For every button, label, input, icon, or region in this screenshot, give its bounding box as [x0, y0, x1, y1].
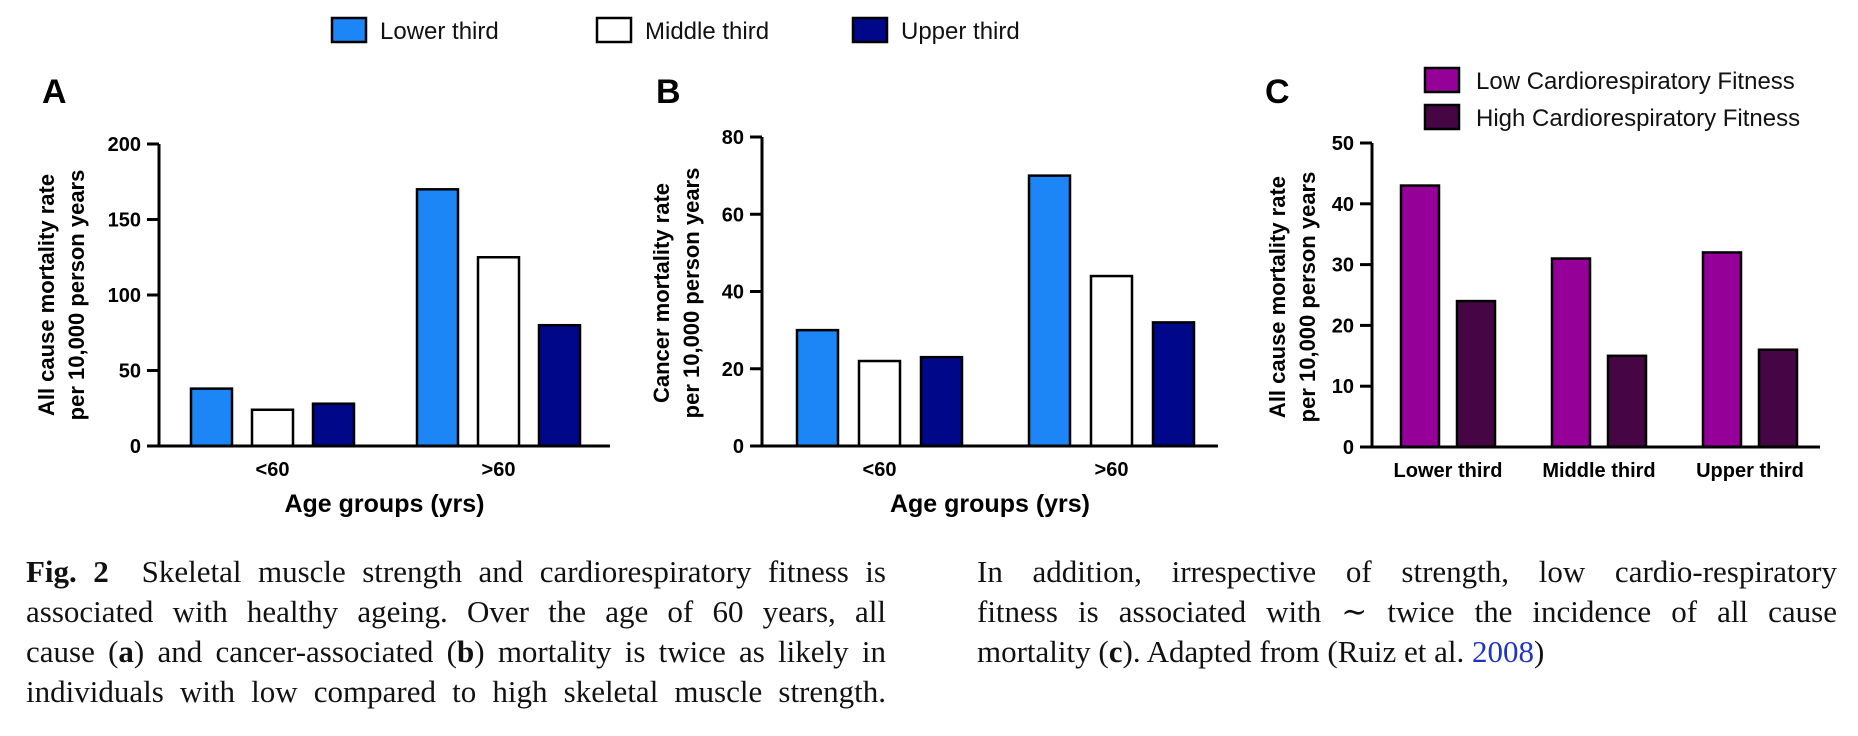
panel-c-xtick-label-1: Lower third [1394, 460, 1503, 482]
caption-text-1: Skeletal muscle strength and cardiorespi… [141, 554, 886, 589]
panel-b-ytick-label-5: 80 [722, 127, 744, 149]
caption-right-column: In addition, irrespective of strength, l… [977, 552, 1837, 672]
panel-b-ytick-label-1: 0 [733, 436, 744, 458]
panel-a-ytick-label-1: 0 [130, 436, 141, 458]
panel-b-letter: B [656, 73, 681, 111]
panel-ref-a: a [118, 634, 134, 669]
legend-label-2: Middle third [645, 18, 769, 45]
legend-label-1: Lower third [380, 18, 499, 45]
caption-line-7: mortality (c). Adapted from (Ruiz et al.… [977, 634, 1545, 669]
caption-line-5: In addition, irrespective of strength, l… [977, 554, 1837, 589]
panel-c-ytick-label-2: 10 [1332, 376, 1354, 398]
panel-c-bar-3-2 [1757, 348, 1799, 449]
panel-b-ylabel-line-2: per 10,000 person years [679, 168, 704, 419]
panel-c-bar-2-1 [1550, 257, 1592, 449]
panel-b-bar-1-1 [795, 328, 840, 448]
panel-a-bar-1-3 [311, 402, 356, 448]
panel-c-xtick-label-3: Upper third [1696, 460, 1804, 482]
panel-b-bar-2-1 [1027, 174, 1072, 448]
panel-c-ylabel-line-1: All cause mortality rate [1265, 176, 1290, 418]
panel-c-ytick-label-1: 0 [1343, 437, 1354, 459]
panel-c-legend-label-2: High Cardiorespiratory Fitness [1476, 105, 1800, 132]
panel-c-legend-swatch-2 [1423, 103, 1461, 131]
panel-c-bar-1-1 [1399, 184, 1441, 449]
caption-line-4: individuals with low compared to high sk… [26, 674, 886, 709]
panel-a-xtick-label-2: >60 [482, 459, 516, 481]
panel-c-bar-2-2 [1606, 354, 1648, 449]
panel-c-letter: C [1265, 73, 1290, 111]
panel-b-xtick-label-1: <60 [863, 459, 897, 481]
panel-c-legend-swatch-1 [1423, 66, 1461, 94]
legend-label-3: Upper third [901, 18, 1020, 45]
panel-c-xtick-label-2: Middle third [1542, 460, 1655, 482]
panel-a-ytick-label-5: 200 [108, 134, 141, 156]
citation-link[interactable]: 2008 [1472, 634, 1535, 669]
panel-a-bar-2-3 [537, 323, 582, 448]
panel-c-ytick-label-4: 30 [1332, 255, 1354, 277]
figure-label: Fig. 2 [26, 554, 109, 589]
panel-a-xlabel: Age groups (yrs) [284, 490, 484, 518]
panel-a-letter: A [42, 73, 67, 111]
panel-a-bar-1-2 [250, 408, 295, 448]
panel-c-legend-label-1: Low Cardiorespiratory Fitness [1476, 68, 1795, 95]
panel-c-ylabel-line-2: per 10,000 person years [1295, 172, 1320, 423]
panel-a-ytick-label-3: 100 [108, 285, 141, 307]
legend-swatch-1 [330, 16, 368, 44]
panel-b-xtick-label-2: >60 [1095, 459, 1129, 481]
panel-a-ytick-label-2: 50 [119, 361, 141, 383]
legend-swatch-3 [851, 16, 889, 44]
caption-line-2: associated with healthy ageing. Over the… [26, 594, 886, 629]
caption-line-1: Fig. 2 Skeletal muscle strength and card… [26, 552, 886, 592]
panel-a-ylabel-line-2: per 10,000 person years [64, 170, 89, 421]
panel-b-ytick-label-4: 60 [722, 204, 744, 226]
legend-swatch-2 [595, 16, 633, 44]
caption-line-3: cause (a) and cancer-associated (b) mort… [26, 634, 887, 669]
panel-b-bar-2-2 [1089, 274, 1134, 448]
panel-b-bar-1-2 [857, 359, 902, 448]
panel-c-bar-3-1 [1701, 251, 1743, 449]
panel-b-ytick-label-3: 40 [722, 282, 744, 304]
panel-c-bar-1-2 [1455, 299, 1497, 449]
panel-a-ytick-label-4: 150 [108, 210, 141, 232]
panel-c-ytick-label-6: 50 [1332, 133, 1354, 155]
panel-b-bar-1-3 [919, 355, 964, 448]
panel-c-ytick-label-5: 40 [1332, 194, 1354, 216]
panel-ref-c: c [1108, 634, 1123, 669]
panel-b-xlabel: Age groups (yrs) [890, 490, 1090, 518]
panel-a-ylabel-line-1: All cause mortality rate [34, 174, 59, 416]
panel-a-xtick-label-1: <60 [256, 459, 290, 481]
figure-canvas: Lower third Middle third Upper third A <60 >6… [34, 16, 1820, 518]
panel-c-ytick-label-3: 20 [1332, 315, 1354, 337]
panel-a-bar-2-2 [476, 256, 521, 448]
panel-b-ylabel-line-1: Cancer mortality rate [649, 183, 674, 403]
caption-left-column: Fig. 2 Skeletal muscle strength and card… [26, 552, 886, 712]
panel-ref-b: b [457, 634, 475, 669]
panel-b-ytick-label-2: 20 [722, 359, 744, 381]
caption-line-6: fitness is associated with ∼ twice the i… [977, 594, 1837, 629]
panel-a-bar-2-1 [415, 188, 460, 448]
panel-b-bar-2-3 [1151, 321, 1196, 448]
panel-a-bar-1-1 [189, 387, 234, 448]
